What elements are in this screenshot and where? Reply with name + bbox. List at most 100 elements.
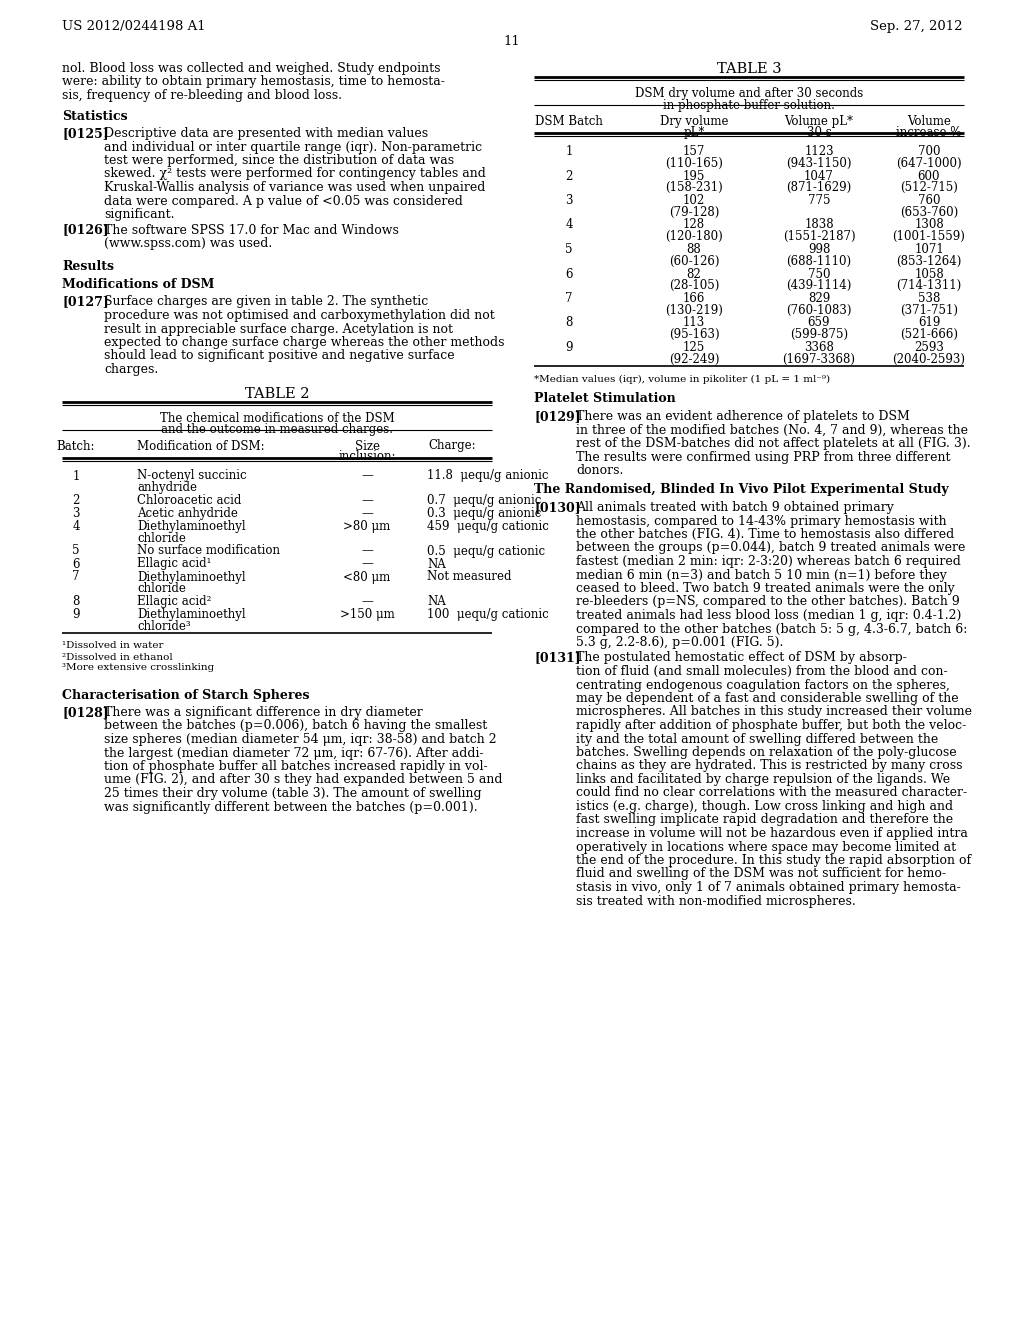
Text: (943-1150): (943-1150): [786, 157, 852, 169]
Text: fast swelling implicate rapid degradation and therefore the: fast swelling implicate rapid degradatio…: [575, 813, 953, 826]
Text: Surface charges are given in table 2. The synthetic: Surface charges are given in table 2. Th…: [104, 296, 428, 309]
Text: [0125]: [0125]: [62, 127, 109, 140]
Text: links and facilitated by charge repulsion of the ligands. We: links and facilitated by charge repulsio…: [575, 774, 950, 785]
Text: 5.3 g, 2.2-8.6), p=0.001 (FIG. 5).: 5.3 g, 2.2-8.6), p=0.001 (FIG. 5).: [575, 636, 783, 649]
Text: were: ability to obtain primary hemostasis, time to hemosta-: were: ability to obtain primary hemostas…: [62, 75, 444, 88]
Text: the other batches (FIG. 4). Time to hemostasis also differed: the other batches (FIG. 4). Time to hemo…: [575, 528, 954, 541]
Text: (439-1114): (439-1114): [786, 279, 852, 292]
Text: operatively in locations where space may become limited at: operatively in locations where space may…: [575, 841, 956, 854]
Text: 7: 7: [73, 570, 80, 583]
Text: Platelet Stimulation: Platelet Stimulation: [534, 392, 676, 405]
Text: Not measured: Not measured: [427, 570, 512, 583]
Text: charges.: charges.: [104, 363, 159, 376]
Text: (www.spss.com) was used.: (www.spss.com) was used.: [104, 238, 272, 249]
Text: 2: 2: [565, 169, 572, 182]
Text: <80 μm: <80 μm: [343, 570, 390, 583]
Text: 1047: 1047: [804, 169, 834, 182]
Text: ²Dissolved in ethanol: ²Dissolved in ethanol: [62, 652, 173, 661]
Text: 3: 3: [73, 507, 80, 520]
Text: (599-875): (599-875): [790, 327, 848, 341]
Text: re-bleeders (p=NS, compared to the other batches). Batch 9: re-bleeders (p=NS, compared to the other…: [575, 595, 959, 609]
Text: anhydride: anhydride: [137, 480, 197, 494]
Text: 1123: 1123: [804, 145, 834, 158]
Text: increase %: increase %: [896, 125, 962, 139]
Text: chains as they are hydrated. This is restricted by many cross: chains as they are hydrated. This is res…: [575, 759, 963, 772]
Text: There was a significant difference in dry diameter: There was a significant difference in dr…: [104, 706, 423, 719]
Text: fastest (median 2 min: iqr: 2-3:20) whereas batch 6 required: fastest (median 2 min: iqr: 2-3:20) wher…: [575, 554, 961, 568]
Text: pL*: pL*: [683, 125, 705, 139]
Text: [0129]: [0129]: [534, 411, 581, 422]
Text: median 6 min (n=3) and batch 5 10 min (n=1) before they: median 6 min (n=3) and batch 5 10 min (n…: [575, 569, 947, 582]
Text: Size: Size: [354, 440, 380, 453]
Text: may be dependent of a fast and considerable swelling of the: may be dependent of a fast and considera…: [575, 692, 958, 705]
Text: [0126]: [0126]: [62, 223, 109, 236]
Text: 128: 128: [683, 219, 706, 231]
Text: (760-1083): (760-1083): [786, 304, 852, 317]
Text: (92-249): (92-249): [669, 352, 719, 366]
Text: (1697-3368): (1697-3368): [782, 352, 855, 366]
Text: 459  μequ/g cationic: 459 μequ/g cationic: [427, 520, 549, 533]
Text: 600: 600: [918, 169, 940, 182]
Text: 775: 775: [808, 194, 830, 207]
Text: 166: 166: [683, 292, 706, 305]
Text: NA: NA: [427, 595, 445, 609]
Text: Batch:: Batch:: [56, 440, 95, 453]
Text: 0.5  μequ/g cationic: 0.5 μequ/g cationic: [427, 544, 545, 557]
Text: 750: 750: [808, 268, 830, 281]
Text: (653-760): (653-760): [900, 206, 958, 219]
Text: [0128]: [0128]: [62, 706, 109, 719]
Text: (95-163): (95-163): [669, 327, 719, 341]
Text: tion of phosphate buffer all batches increased rapidly in vol-: tion of phosphate buffer all batches inc…: [104, 760, 487, 774]
Text: >80 μm: >80 μm: [343, 520, 390, 533]
Text: —: —: [361, 507, 373, 520]
Text: —: —: [361, 470, 373, 483]
Text: in three of the modified batches (No. 4, 7 and 9), whereas the: in three of the modified batches (No. 4,…: [575, 424, 968, 437]
Text: NA: NA: [427, 557, 445, 570]
Text: 1: 1: [565, 145, 572, 158]
Text: The postulated hemostatic effect of DSM by absorp-: The postulated hemostatic effect of DSM …: [575, 652, 907, 664]
Text: (1551-2187): (1551-2187): [782, 230, 855, 243]
Text: 0.3  μequ/g anionic: 0.3 μequ/g anionic: [427, 507, 542, 520]
Text: 538: 538: [918, 292, 940, 305]
Text: 2593: 2593: [914, 341, 944, 354]
Text: and individual or inter quartile range (iqr). Non-parametric: and individual or inter quartile range (…: [104, 140, 482, 153]
Text: Dry volume: Dry volume: [659, 115, 728, 128]
Text: Sep. 27, 2012: Sep. 27, 2012: [869, 20, 962, 33]
Text: —: —: [361, 494, 373, 507]
Text: 1838: 1838: [804, 219, 834, 231]
Text: TABLE 3: TABLE 3: [717, 62, 781, 77]
Text: Ellagic acid¹: Ellagic acid¹: [137, 557, 211, 570]
Text: (512-715): (512-715): [900, 181, 957, 194]
Text: expected to change surface charge whereas the other methods: expected to change surface charge wherea…: [104, 337, 505, 348]
Text: result in appreciable surface charge. Acetylation is not: result in appreciable surface charge. Ac…: [104, 322, 453, 335]
Text: 7: 7: [565, 292, 572, 305]
Text: 11.8  μequ/g anionic: 11.8 μequ/g anionic: [427, 470, 549, 483]
Text: 659: 659: [808, 317, 830, 330]
Text: Diethylaminoethyl: Diethylaminoethyl: [137, 570, 246, 583]
Text: (521-666): (521-666): [900, 327, 958, 341]
Text: (130-219): (130-219): [665, 304, 723, 317]
Text: (28-105): (28-105): [669, 279, 719, 292]
Text: stasis in vivo, only 1 of 7 animals obtained primary hemosta-: stasis in vivo, only 1 of 7 animals obta…: [575, 880, 961, 894]
Text: was significantly different between the batches (p=0.001).: was significantly different between the …: [104, 800, 477, 813]
Text: (60-126): (60-126): [669, 255, 719, 268]
Text: 998: 998: [808, 243, 830, 256]
Text: nol. Blood loss was collected and weighed. Study endpoints: nol. Blood loss was collected and weighe…: [62, 62, 440, 75]
Text: chloride³: chloride³: [137, 619, 190, 632]
Text: in phosphate buffer solution.: in phosphate buffer solution.: [664, 99, 835, 112]
Text: 157: 157: [683, 145, 706, 158]
Text: size spheres (median diameter 54 μm, iqr: 38-58) and batch 2: size spheres (median diameter 54 μm, iqr…: [104, 733, 497, 746]
Text: DSM Batch: DSM Batch: [536, 115, 603, 128]
Text: increase in volume will not be hazardous even if applied intra: increase in volume will not be hazardous…: [575, 828, 968, 840]
Text: inclusion:: inclusion:: [338, 450, 395, 463]
Text: the end of the procedure. In this study the rapid absorption of: the end of the procedure. In this study …: [575, 854, 971, 867]
Text: Modifications of DSM: Modifications of DSM: [62, 279, 214, 290]
Text: and the outcome in measured charges.: and the outcome in measured charges.: [161, 424, 393, 437]
Text: between the groups (p=0.044), batch 9 treated animals were: between the groups (p=0.044), batch 9 tr…: [575, 541, 966, 554]
Text: 1071: 1071: [914, 243, 944, 256]
Text: N-octenyl succinic: N-octenyl succinic: [137, 470, 247, 483]
Text: tion of fluid (and small molecules) from the blood and con-: tion of fluid (and small molecules) from…: [575, 665, 947, 678]
Text: (110-165): (110-165): [665, 157, 723, 169]
Text: The Randomised, Blinded In Vivo Pilot Experimental Study: The Randomised, Blinded In Vivo Pilot Ex…: [534, 483, 948, 496]
Text: *Median values (iqr), volume in pikoliter (1 pL = 1 ml⁻⁹): *Median values (iqr), volume in pikolite…: [534, 375, 830, 384]
